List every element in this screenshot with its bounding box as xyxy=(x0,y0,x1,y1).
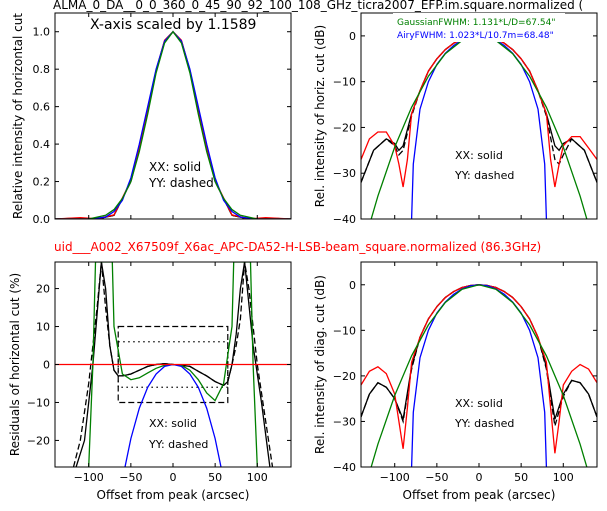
x-tick-label: 0 xyxy=(476,471,483,484)
figure-title-top: ALMA_0_DA__0_0_360_0_45_90_92_100_108_GH… xyxy=(53,0,583,12)
y-tick-label: −20 xyxy=(333,370,356,383)
series-line-4 xyxy=(370,35,588,219)
plot-area-top-left xyxy=(55,30,291,219)
chart-top-right: −40 −30 −20 −10 0 Rel. intensity of horiz. cu… xyxy=(313,12,598,226)
annotation-text: YY: dashed xyxy=(454,169,514,182)
annotation-text: YY: dashed xyxy=(148,438,208,451)
annotation-text: YY: dashed xyxy=(454,417,514,430)
y-tick-label: 0.4 xyxy=(33,138,51,151)
annotation-text: X-axis scaled by 1.1589 xyxy=(90,17,256,33)
legend-entry: GaussianFWHM: 1.131*L/D=67.54" xyxy=(397,18,555,28)
x-tick-label: 50 xyxy=(208,471,222,484)
annotation-text: XX: solid xyxy=(455,149,503,162)
y-tick-label: −20 xyxy=(27,434,50,447)
legend-entry: AiryFWHM: 1.023*L/10.7m=68.48" xyxy=(397,31,554,41)
x-tick-label: −100 xyxy=(380,471,410,484)
legend: GaussianFWHM: 1.131*L/D=67.54" AiryFWHM: … xyxy=(393,13,565,42)
series-line-3 xyxy=(410,284,548,467)
series-line-4 xyxy=(55,30,291,219)
plot-area-top-right xyxy=(361,35,597,219)
y-tick-label: 0.6 xyxy=(33,101,51,114)
series-line-0 xyxy=(55,30,291,219)
y-axis-label: Rel. intensity of horiz. cut (dB) xyxy=(313,25,327,207)
series-line-4 xyxy=(370,284,588,467)
x-tick-label: 100 xyxy=(247,471,268,484)
series-line-2 xyxy=(361,35,597,188)
annotation-text: XX: solid xyxy=(149,417,197,430)
axes-frame xyxy=(360,12,598,220)
x-tick-label: 50 xyxy=(514,471,528,484)
y-tick-label: −10 xyxy=(333,76,356,89)
series-line-2 xyxy=(55,30,291,219)
x-tick-label: −100 xyxy=(74,471,104,484)
axes-frame xyxy=(360,261,598,468)
x-tick-label: 0 xyxy=(170,471,177,484)
chart-panels: 0.0 0.2 0.4 0.6 0.8 1.0 Relative intensity of … xyxy=(8,12,598,502)
y-tick-label: −30 xyxy=(333,167,356,180)
y-tick-label: −10 xyxy=(333,324,356,337)
x-tick-label: 100 xyxy=(553,471,574,484)
y-tick-label: 0 xyxy=(349,279,356,292)
y-tick-label: −30 xyxy=(333,415,356,428)
x-tick-label: −50 xyxy=(119,471,142,484)
y-tick-label: 0.0 xyxy=(33,213,51,226)
series-line-3 xyxy=(124,363,222,467)
y-tick-label: −20 xyxy=(333,121,356,134)
annotation-text: YY: dashed xyxy=(148,176,214,190)
y-axis-label: Residuals of horizontal cut (%) xyxy=(8,273,22,456)
y-tick-label: 0.8 xyxy=(33,63,51,76)
y-tick-label: −40 xyxy=(333,461,356,474)
y-tick-label: 10 xyxy=(36,321,50,334)
x-axis-label: Offset from peak (arcsec) xyxy=(403,488,556,502)
y-tick-label: 1.0 xyxy=(33,26,51,39)
annotation-text: XX: solid xyxy=(149,160,201,174)
y-tick-label: 0.2 xyxy=(33,176,51,189)
y-axis-label: Relative intensity of horizontal cut xyxy=(11,13,25,219)
series-line-1 xyxy=(55,30,291,219)
plot-area-bottom-left xyxy=(55,262,291,467)
chart-top-left: 0.0 0.2 0.4 0.6 0.8 1.0 Relative intensity of … xyxy=(11,12,292,226)
annotation-text: XX: solid xyxy=(455,397,503,410)
series-line-3 xyxy=(55,30,291,219)
y-tick-label: 0 xyxy=(43,359,50,372)
plot-area-bottom-right xyxy=(361,284,597,467)
series-line-3 xyxy=(410,35,548,219)
figure-title-mid: uid___A002_X67509f_X6ac_APC-DA52-H-LSB-b… xyxy=(54,240,541,254)
y-tick-label: 20 xyxy=(36,283,50,296)
y-tick-label: −10 xyxy=(27,396,50,409)
x-axis-label: Offset from peak (arcsec) xyxy=(97,488,250,502)
y-tick-label: −40 xyxy=(333,213,356,226)
y-tick-label: 0 xyxy=(349,30,356,43)
y-axis-label: Rel. intensity of diag. cut (dB) xyxy=(313,275,327,454)
x-tick-label: −50 xyxy=(425,471,448,484)
